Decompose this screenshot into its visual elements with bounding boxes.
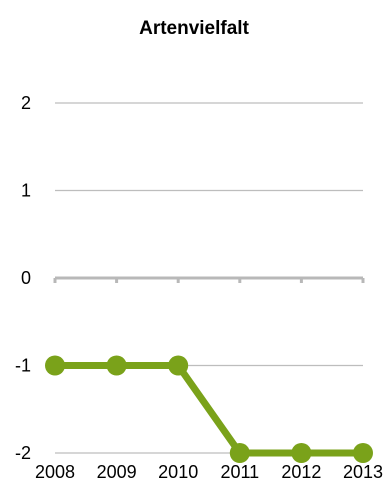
chart-title: Artenvielfalt — [139, 18, 249, 39]
y-tick-label: 0 — [21, 268, 31, 288]
data-point — [45, 355, 65, 376]
y-tick-label: -1 — [15, 356, 31, 376]
x-tick-label: 2013 — [343, 462, 383, 482]
series-points — [45, 355, 373, 463]
data-point — [229, 443, 250, 463]
y-tick-label: 2 — [21, 93, 31, 113]
data-point — [353, 443, 373, 463]
x-tick-label: 2010 — [158, 462, 198, 482]
data-point — [291, 443, 312, 463]
y-tick-label: -2 — [15, 443, 31, 463]
x-tick-label: 2008 — [35, 462, 75, 482]
x-tick-label: 2011 — [220, 462, 259, 482]
x-tick-labels: 2008 2009 2010 2011 2012 2013 — [35, 462, 383, 482]
y-tick-labels: 2 1 0 -1 -2 — [15, 93, 31, 463]
data-point — [106, 355, 127, 376]
x-tick-label: 2012 — [281, 462, 321, 482]
y-tick-label: 1 — [21, 181, 31, 201]
series-line — [51, 362, 367, 457]
zero-axis — [53, 276, 365, 283]
x-tick-label: 2009 — [97, 462, 137, 482]
data-point — [168, 355, 189, 376]
series-line-group — [51, 362, 367, 457]
